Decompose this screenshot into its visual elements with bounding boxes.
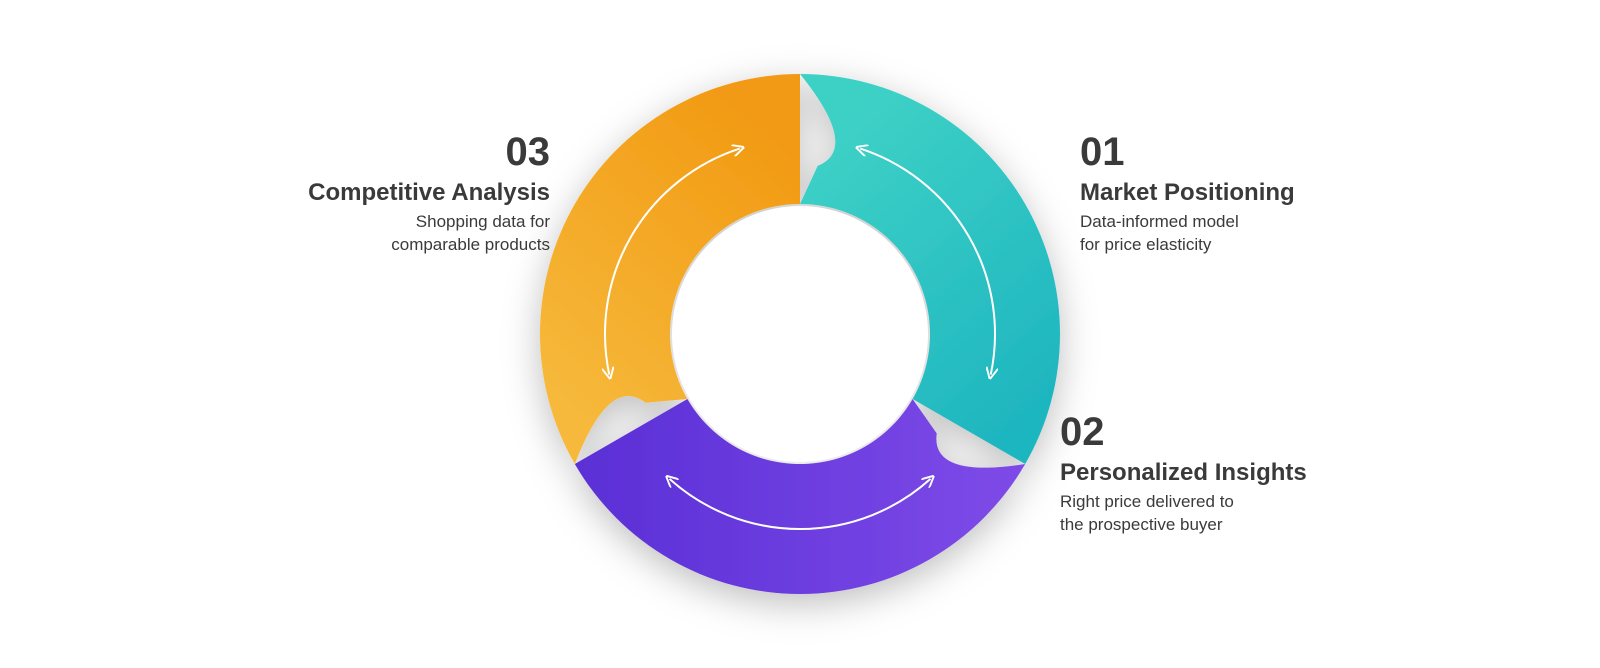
label-seg1: 01 Market Positioning Data-informed model …: [1080, 130, 1380, 257]
label-number: 02: [1060, 410, 1360, 455]
label-sub: Shopping data for comparable products: [250, 211, 550, 257]
center-hole: [672, 206, 928, 462]
label-number: 01: [1080, 130, 1380, 175]
label-seg3: 03 Competitive Analysis Shopping data for …: [250, 130, 550, 257]
label-heading: Market Positioning: [1080, 179, 1380, 207]
label-heading: Competitive Analysis: [250, 179, 550, 207]
label-sub: Right price delivered to the prospective…: [1060, 491, 1360, 537]
label-sub: Data-informed model for price elasticity: [1080, 211, 1380, 257]
label-seg2: 02 Personalized Insights Right price deliv…: [1060, 410, 1360, 537]
label-heading: Personalized Insights: [1060, 459, 1360, 487]
ring-svg: [0, 0, 1600, 668]
cycle-diagram: 01 Market Positioning Data-informed model …: [0, 0, 1600, 668]
label-number: 03: [250, 130, 550, 175]
